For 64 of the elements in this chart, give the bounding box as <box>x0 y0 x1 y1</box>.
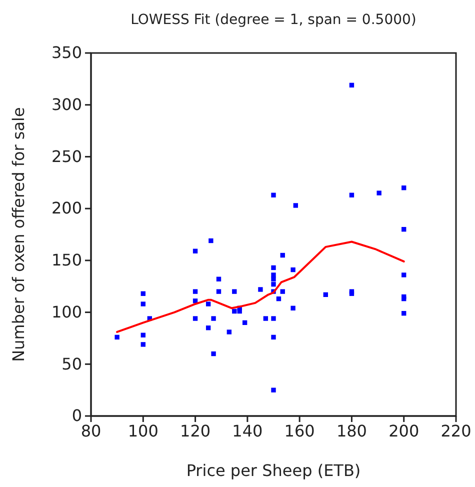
x-tick-label: 80 <box>80 421 102 440</box>
point <box>271 265 276 270</box>
point <box>258 287 263 292</box>
point <box>280 252 285 258</box>
point <box>208 238 214 244</box>
point <box>192 248 198 254</box>
point <box>293 203 298 208</box>
x-tick-label: 180 <box>336 421 367 440</box>
point <box>140 302 146 306</box>
x-tick-label: 140 <box>232 421 263 440</box>
y-tick-label: 350 <box>51 43 82 62</box>
point <box>271 316 276 321</box>
chart-title: LOWESS Fit (degree = 1, span = 0.5000) <box>130 12 416 28</box>
point <box>290 267 296 272</box>
point <box>216 276 222 282</box>
y-tick-label: 150 <box>51 250 82 270</box>
point <box>140 291 146 296</box>
point <box>271 334 276 340</box>
point <box>290 306 296 310</box>
y-tick-label: 300 <box>51 94 82 114</box>
y-tick-label: 250 <box>51 146 82 166</box>
x-tick-label: 120 <box>180 421 211 440</box>
x-tick-label: 160 <box>284 421 315 440</box>
point <box>402 310 406 316</box>
point <box>349 82 354 88</box>
x-tick-label: 100 <box>128 421 158 440</box>
line-series <box>116 240 405 333</box>
point <box>232 289 237 294</box>
y-axis-title: Number of oxen offered for sale <box>9 107 28 362</box>
point <box>276 296 282 302</box>
point <box>280 289 285 294</box>
point <box>140 342 146 347</box>
point <box>402 226 406 232</box>
point <box>271 276 276 282</box>
point <box>402 185 406 190</box>
point <box>216 289 222 294</box>
point <box>192 289 198 294</box>
point <box>114 334 120 340</box>
x-tick-label: 220 <box>440 421 472 440</box>
point <box>402 272 406 278</box>
y-tick-label: 0 <box>72 406 82 426</box>
point <box>226 330 232 334</box>
point <box>263 316 268 321</box>
x-axis-title: Price per Sheep (ETB) <box>186 461 361 480</box>
point <box>242 320 248 325</box>
point <box>271 282 276 287</box>
point <box>271 388 276 392</box>
y-tick-label: 100 <box>51 302 82 322</box>
point <box>349 192 354 198</box>
point <box>232 308 237 314</box>
point <box>206 302 211 306</box>
point <box>323 292 328 297</box>
point <box>206 326 211 330</box>
point <box>211 351 216 356</box>
point <box>271 192 276 198</box>
point <box>211 316 216 321</box>
point <box>376 190 382 196</box>
point <box>192 316 198 321</box>
y-tick-label: 200 <box>51 198 82 218</box>
y-tick-label: 50 <box>62 354 82 374</box>
point <box>237 308 242 314</box>
x-tick-label: 200 <box>388 421 420 440</box>
point <box>271 272 276 278</box>
point <box>140 332 146 338</box>
